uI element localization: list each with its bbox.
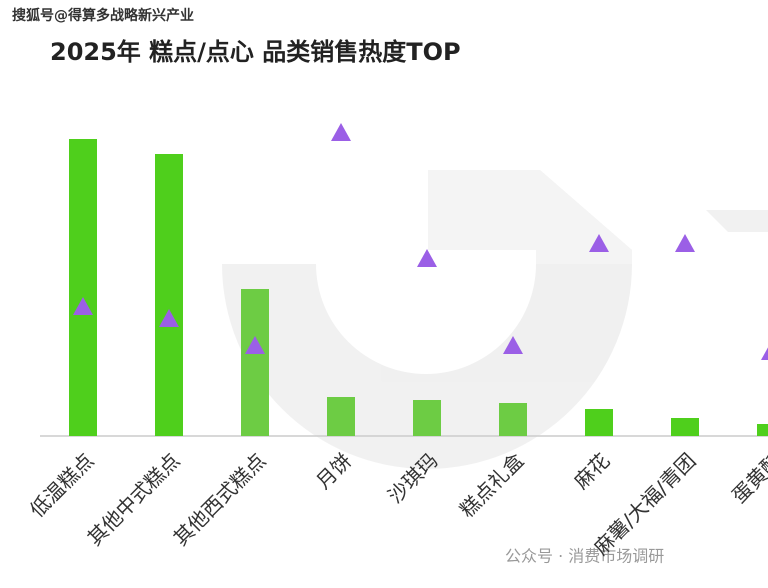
watermark: 搜狐号@得算多战略新兴产业	[12, 7, 194, 24]
triangle-marker	[331, 123, 351, 141]
background-logo	[222, 170, 768, 469]
x-tick-label: 麻花	[569, 448, 614, 493]
bar	[69, 139, 97, 436]
triangle-marker	[73, 297, 93, 315]
triangle-marker	[589, 234, 609, 252]
bar	[413, 400, 441, 436]
bar	[671, 418, 699, 436]
triangle-marker	[417, 249, 437, 267]
triangle-marker	[159, 309, 179, 327]
triangle-marker	[761, 347, 768, 360]
bar	[155, 154, 183, 436]
bar	[499, 403, 527, 436]
triangle-marker	[675, 234, 695, 252]
x-tick-label: 低温糕点	[25, 448, 99, 522]
chart-title: 2025年 糕点/点心 品类销售热度TOP	[50, 38, 461, 66]
bar	[241, 289, 269, 436]
bar	[757, 424, 768, 436]
x-tick-label: 其他西式糕点	[169, 448, 271, 550]
bar	[585, 409, 613, 436]
watermark: 公众号 · 消费市场调研	[505, 547, 664, 566]
triangle-marker	[503, 336, 523, 354]
bar	[327, 397, 355, 436]
x-tick-label: 月饼	[311, 448, 356, 493]
triangle-marker	[245, 336, 265, 354]
x-tick-label: 蛋黄酥	[727, 448, 768, 507]
